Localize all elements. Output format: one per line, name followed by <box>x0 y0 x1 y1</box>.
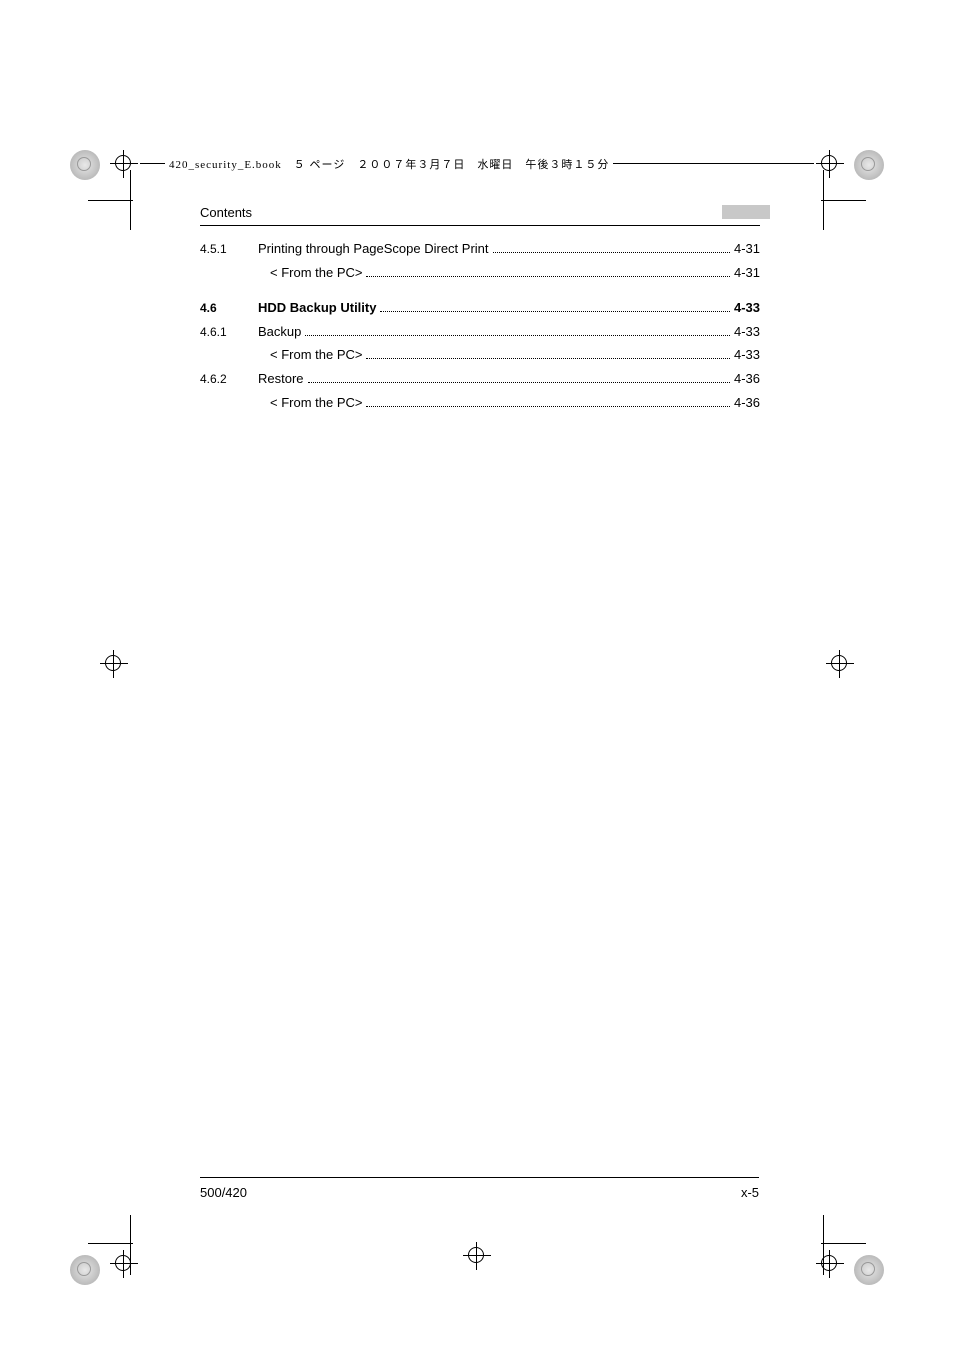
trim-line <box>821 200 866 201</box>
crop-cross-bl <box>110 1250 138 1278</box>
toc-subentry: < From the PC> 4-31 <box>200 264 760 283</box>
book-file-label: 420_security_E.book ５ ページ ２００７年３月７日 水曜日 … <box>165 156 613 172</box>
trim-line <box>130 1215 131 1275</box>
toc-page: 4-33 <box>734 299 760 318</box>
toc-subentry: < From the PC> 4-33 <box>200 346 760 365</box>
toc-number: 4.5.1 <box>200 241 258 258</box>
contents-title: Contents <box>200 205 760 226</box>
toc-page: 4-31 <box>734 264 760 283</box>
toc-text: Restore <box>258 370 304 389</box>
toc-text: < From the PC> <box>270 394 362 413</box>
crop-cross-tl <box>110 150 138 178</box>
crop-cross-mb <box>463 1242 491 1270</box>
crop-cross-mr <box>826 650 854 678</box>
toc-leader <box>366 406 729 407</box>
toc-page: 4-36 <box>734 394 760 413</box>
toc-number: 4.6.2 <box>200 371 258 388</box>
trim-line <box>821 1243 866 1244</box>
crop-cross-ml <box>100 650 128 678</box>
table-of-contents: 4.5.1 Printing through PageScope Direct … <box>200 240 760 413</box>
section-tab <box>722 205 770 219</box>
toc-leader <box>366 276 729 277</box>
toc-entry: 4.6.2 Restore 4-36 <box>200 370 760 389</box>
toc-leader <box>308 382 730 383</box>
trim-line <box>823 1215 824 1275</box>
trim-line <box>88 200 133 201</box>
toc-leader <box>366 358 729 359</box>
toc-section: 4.6 HDD Backup Utility 4-33 <box>200 299 760 318</box>
toc-page: 4-36 <box>734 370 760 389</box>
toc-number: 4.6 <box>200 300 258 317</box>
registration-mark-tl <box>70 150 100 180</box>
page-content: Contents 4.5.1 Printing through PageScop… <box>200 205 760 1200</box>
toc-subentry: < From the PC> 4-36 <box>200 394 760 413</box>
toc-leader <box>380 311 730 312</box>
toc-page: 4-33 <box>734 323 760 342</box>
footer-model: 500/420 <box>200 1185 247 1200</box>
toc-text: Printing through PageScope Direct Print <box>258 240 489 259</box>
registration-mark-br <box>854 1255 884 1285</box>
toc-text: < From the PC> <box>270 346 362 365</box>
toc-page: 4-31 <box>734 240 760 259</box>
registration-mark-tr <box>854 150 884 180</box>
crop-cross-tr <box>816 150 844 178</box>
footer-page-number: x-5 <box>741 1185 759 1200</box>
toc-page: 4-33 <box>734 346 760 365</box>
trim-line <box>88 1243 133 1244</box>
toc-text: HDD Backup Utility <box>258 299 376 318</box>
toc-entry: 4.5.1 Printing through PageScope Direct … <box>200 240 760 259</box>
registration-mark-bl <box>70 1255 100 1285</box>
crop-cross-br <box>816 1250 844 1278</box>
toc-text: Backup <box>258 323 301 342</box>
footer-rule <box>200 1177 759 1178</box>
toc-text: < From the PC> <box>270 264 362 283</box>
toc-entry: 4.6.1 Backup 4-33 <box>200 323 760 342</box>
toc-leader <box>305 335 730 336</box>
toc-leader <box>493 252 730 253</box>
toc-number: 4.6.1 <box>200 324 258 341</box>
